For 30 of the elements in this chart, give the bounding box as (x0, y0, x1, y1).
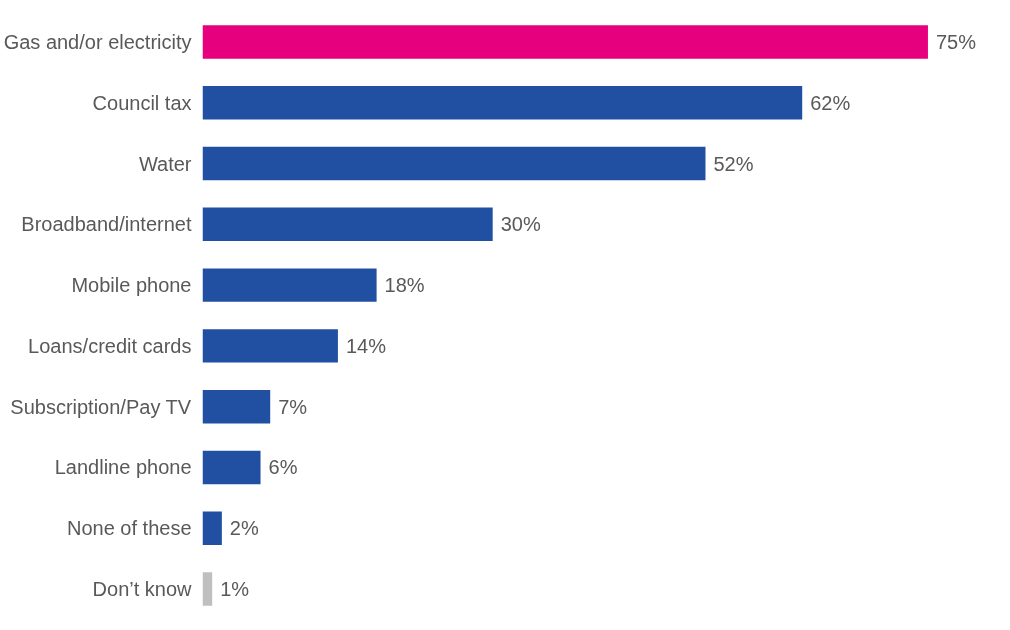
data-label: 2% (229, 517, 259, 540)
data-label: 62% (810, 91, 851, 114)
y-tick-label: Landline phone (54, 456, 192, 479)
bar (202, 207, 493, 242)
bar (202, 572, 213, 606)
y-tick-label: Don’t know (92, 578, 193, 601)
data-label: 7% (278, 395, 308, 418)
y-tick-label: Council tax (92, 91, 192, 114)
bar (202, 450, 261, 485)
data-label: 18% (384, 274, 425, 297)
data-label: 52% (713, 152, 754, 175)
bar (202, 268, 377, 302)
bar (202, 86, 803, 120)
y-tick-label: Mobile phone (71, 274, 192, 297)
bar (202, 389, 271, 424)
data-label: 30% (500, 213, 541, 236)
bar (202, 146, 706, 181)
y-tick-label: Gas and/or electricity (3, 30, 192, 53)
bar (202, 25, 928, 59)
y-tick-label: Subscription/Pay TV (10, 395, 192, 418)
y-tick-label: Water (138, 152, 192, 175)
data-label: 1% (220, 578, 250, 601)
y-tick-label: Loans/credit cards (28, 334, 192, 357)
y-tick-label: Broadband/internet (21, 213, 192, 236)
data-label: 6% (268, 456, 298, 479)
bar (202, 511, 222, 545)
data-label: 75% (935, 30, 977, 53)
bar (202, 329, 338, 363)
y-tick-label: None of these (66, 517, 192, 540)
data-label: 14% (345, 334, 387, 357)
